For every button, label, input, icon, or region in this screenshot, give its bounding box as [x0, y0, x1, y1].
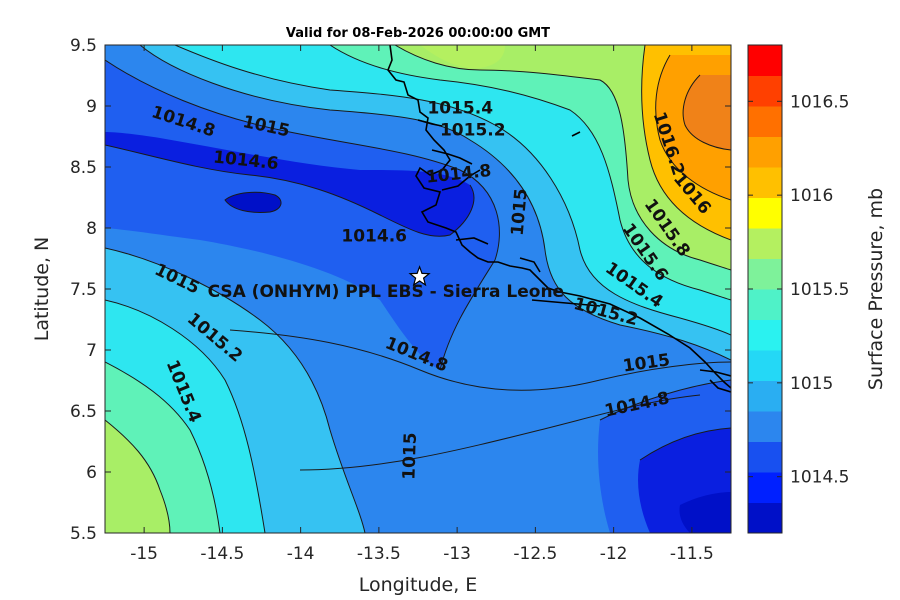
x-tick-label: -13.5 [357, 544, 401, 564]
colorbar-swatch [748, 472, 782, 503]
coastline [387, 45, 731, 393]
x-tick-label: -14 [287, 544, 315, 564]
colorbar-label: Surface Pressure, mb [865, 188, 887, 390]
contour-lines [105, 45, 731, 533]
colorbar-swatch [748, 45, 782, 76]
coastline-path [709, 379, 731, 393]
contour-line [105, 247, 366, 533]
contour-line [299, 394, 701, 471]
colorbar: 1014.5 1015 1015.5 1016 1016.5 [747, 44, 849, 534]
x-tick-label: -12.5 [513, 544, 557, 564]
coastline-path [531, 299, 601, 307]
y-tick-label: 6 [86, 463, 97, 483]
y-tick-label: 6.5 [70, 402, 97, 422]
map-title: Valid for 08-Feb-2026 00:00:00 GMT [286, 26, 550, 41]
x-axis: -15 -14.5 -14 -13.5 -13 -12.5 -12 -11.5 [130, 45, 714, 564]
y-tick-label: 7.5 [70, 280, 97, 300]
white-star-icon [408, 265, 431, 287]
colorbar-tick-label: 1014.5 [790, 468, 849, 488]
y-tick-label: 9 [86, 97, 97, 117]
contour-line [105, 419, 171, 533]
y-tick-label: 8 [86, 219, 97, 239]
coastline-path [571, 131, 581, 137]
coastline-path [417, 119, 443, 127]
site-marker: CSA (ONHYM) PPL EBS - Sierra Leone [208, 265, 565, 302]
contour-line [105, 144, 475, 237]
contour-line [139, 45, 731, 361]
colorbar-swatch [748, 441, 782, 473]
field-band-1014-4 [225, 192, 282, 213]
colorbar-swatch [748, 106, 782, 137]
y-tick-label: 5.5 [70, 524, 97, 544]
contour-line [105, 59, 500, 371]
y-axis-label: Latitude, N [31, 237, 53, 342]
contour-line [174, 45, 731, 336]
contour-label: 1014.6 [341, 227, 407, 247]
colorbar-swatch [748, 350, 782, 381]
contour-line [224, 191, 282, 213]
colorbar-tick-label: 1016.5 [790, 92, 849, 112]
coastline-path [431, 149, 473, 165]
contour-label: 1015 [399, 432, 421, 480]
y-tick-label: 8.5 [70, 158, 97, 178]
contour-label: 1015.2 [440, 120, 506, 140]
x-tick-label: -11.5 [670, 544, 714, 564]
y-tick-label: 7 [86, 341, 97, 361]
colorbar-swatch [748, 75, 782, 107]
x-tick-label: -15 [130, 544, 158, 564]
coastline-path [455, 237, 489, 245]
y-tick-label: 9.5 [70, 36, 97, 56]
contour-line [329, 45, 731, 301]
colorbar-swatch [748, 289, 782, 320]
x-tick-label: -14.5 [200, 544, 244, 564]
colorbar-tick-label: 1016 [790, 186, 833, 206]
colorbar-swatch [748, 411, 782, 442]
contour-label: 1015 [508, 188, 532, 237]
field-band-orange-3 [683, 75, 731, 150]
site-label: CSA (ONHYM) PPL EBS - Sierra Leone [208, 282, 565, 302]
x-tick-label: -13 [443, 544, 471, 564]
coastline-path [387, 45, 731, 389]
colorbar-swatch [748, 319, 782, 351]
contour-line [599, 379, 731, 421]
map-plot-area: 1014.8 10151014.61015.41015.21014.8101510… [105, 45, 731, 533]
contour-line [641, 45, 731, 241]
field-band-top-yellow [420, 45, 505, 69]
contour-line [655, 54, 731, 201]
x-tick-label: -12 [600, 544, 628, 564]
field-band-1014-8 [105, 60, 500, 370]
y-axis: 5.5 6 6.5 7 7.5 8 8.5 9 9.5 [70, 36, 731, 544]
contour-line [682, 74, 731, 151]
field-band-1015-6 [105, 420, 170, 533]
contour-line [229, 329, 731, 391]
colorbar-swatch [748, 258, 782, 290]
coastline-path [699, 369, 731, 377]
contour-line [639, 427, 731, 461]
contour-line [394, 45, 731, 271]
colorbar-swatch [748, 228, 782, 259]
field-band-1014-6 [105, 132, 474, 237]
contour-line [105, 299, 266, 533]
colorbar-tick-label: 1015.5 [790, 280, 849, 300]
colorbar-tick-label: 1015 [790, 374, 833, 394]
field-band-se-darkest [679, 492, 731, 533]
contour-line [105, 361, 221, 533]
colorbar-swatch [748, 136, 782, 168]
x-axis-label: Longitude, E [359, 574, 478, 596]
coastline-path [441, 169, 481, 191]
colorbar-swatch [748, 380, 782, 412]
contour-label: 1015.4 [427, 98, 493, 118]
coastline-path [519, 257, 541, 273]
colorbar-swatch [748, 502, 782, 534]
colorbar-swatch [748, 167, 782, 198]
colorbar-swatch [748, 197, 782, 229]
